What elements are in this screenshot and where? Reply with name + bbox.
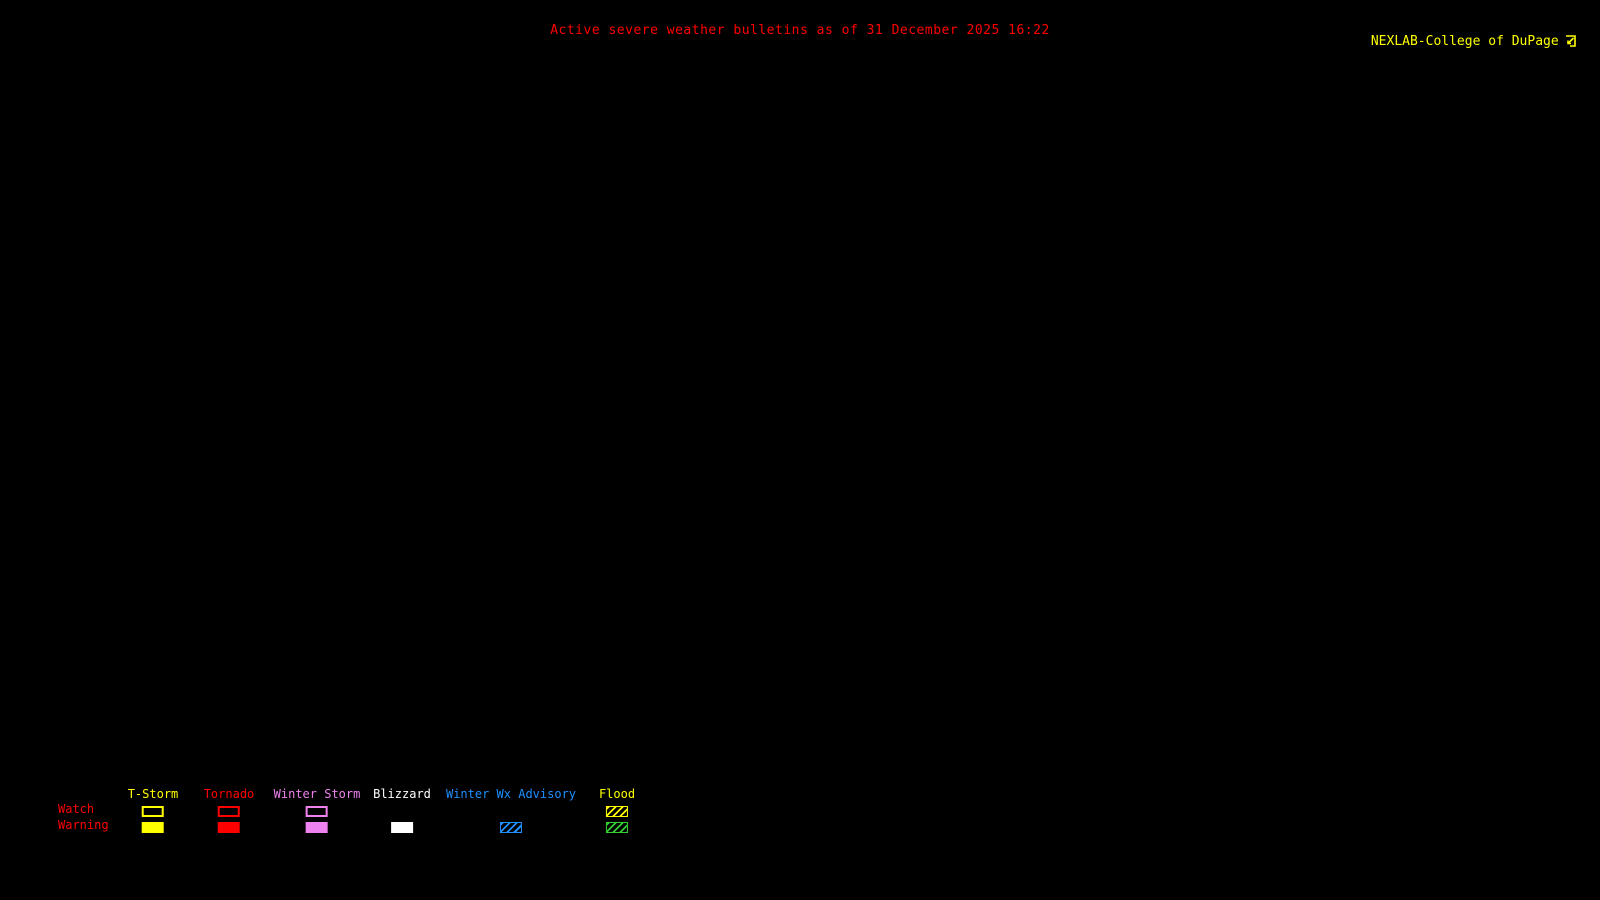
nexlab-logo-icon: [1563, 4, 1594, 78]
legend-row-label-warning: Warning: [58, 818, 109, 832]
winter-storm-watch-swatch: [305, 806, 328, 817]
legend-header-winter-wx-advisory: Winter Wx Advisory: [445, 787, 577, 801]
tornado-watch-swatch: [217, 806, 240, 817]
legend-header-flood: Flood: [598, 787, 636, 801]
winter-storm-warning-swatch: [305, 822, 328, 833]
brand-text: NEXLAB-College of DuPage: [1370, 33, 1559, 49]
brand-credit: NEXLAB-College of DuPage: [1371, 4, 1594, 78]
legend-header-blizzard: Blizzard: [373, 787, 431, 801]
legend-header-tstorm: T-Storm: [127, 787, 179, 801]
legend-column-flood: Flood: [599, 788, 635, 833]
page-title: Active severe weather bulletins as of 31…: [550, 23, 1050, 38]
flood-warning-swatch: [606, 822, 628, 833]
winter-wx-advisory-swatch: [499, 822, 522, 833]
tstorm-watch-swatch: [141, 806, 164, 817]
flood-watch-swatch: [606, 806, 628, 817]
legend-column-winter-wx-advisory: Winter Wx Advisory: [446, 788, 576, 833]
blizzard-warning-swatch: [390, 822, 413, 833]
legend-header-tornado: Tornado: [203, 787, 255, 801]
tstorm-warning-swatch: [141, 822, 164, 833]
legend-column-blizzard: Blizzard: [373, 788, 431, 833]
tornado-warning-swatch: [217, 822, 240, 833]
legend-row-label-watch: Watch: [58, 802, 95, 816]
legend-header-winter-storm: Winter Storm: [273, 787, 361, 801]
legend-column-winter-storm: Winter Storm: [273, 787, 361, 833]
legend-column-tornado: Tornado: [203, 787, 255, 833]
legend-column-tstorm: T-Storm: [127, 787, 179, 833]
